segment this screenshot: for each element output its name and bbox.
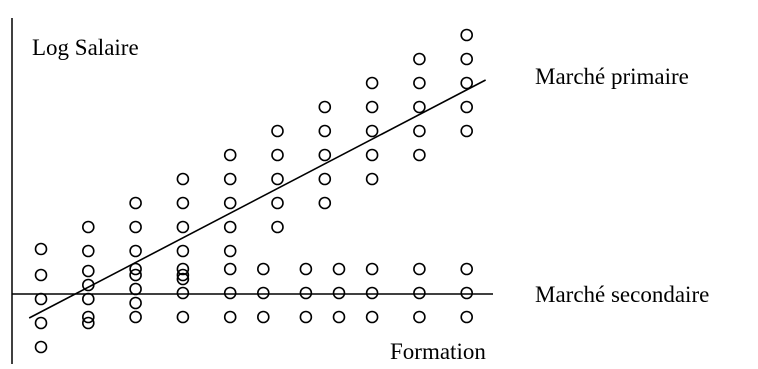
primary-point-11 xyxy=(129,196,142,210)
primary-point-13 xyxy=(129,244,142,258)
secondary-point-29 xyxy=(460,310,474,324)
primary-point-18 xyxy=(176,244,190,258)
secondary-point-11 xyxy=(223,310,237,324)
primary-point-42 xyxy=(413,100,426,114)
secondary-point-28 xyxy=(460,286,474,300)
primary-point-47 xyxy=(460,76,474,90)
primary-point-24 xyxy=(223,244,237,258)
primary-point-1 xyxy=(34,268,48,282)
primary-point-15 xyxy=(176,172,190,186)
primary-point-45 xyxy=(460,28,474,42)
primary-point-31 xyxy=(318,124,332,138)
primary-point-4 xyxy=(34,340,48,354)
primary-point-35 xyxy=(365,76,379,90)
secondary-point-16 xyxy=(299,286,313,300)
secondary-point-3 xyxy=(129,296,142,310)
series-label-primary: Marché primaire xyxy=(535,64,689,89)
secondary-point-10 xyxy=(223,286,237,300)
primary-point-30 xyxy=(318,100,332,114)
secondary-point-14 xyxy=(257,310,270,324)
primary-point-19 xyxy=(176,268,190,282)
secondary-point-22 xyxy=(365,286,379,300)
primary-point-22 xyxy=(223,196,237,210)
secondary-point-2 xyxy=(129,282,142,296)
primary-point-49 xyxy=(460,124,474,138)
secondary-point-8 xyxy=(176,310,190,324)
x-axis-label: Formation xyxy=(390,339,486,364)
secondary-point-23 xyxy=(365,310,379,324)
secondary-point-17 xyxy=(299,310,313,324)
secondary-point-18 xyxy=(332,262,346,276)
secondary-point-25 xyxy=(413,286,426,300)
secondary-point-21 xyxy=(365,262,379,276)
primary-point-3 xyxy=(34,316,48,330)
secondary-point-9 xyxy=(223,262,237,276)
primary-point-6 xyxy=(82,244,95,258)
primary-point-25 xyxy=(271,124,284,138)
primary-point-40 xyxy=(413,52,426,66)
secondary-point-20 xyxy=(332,310,346,324)
primary-point-38 xyxy=(365,148,379,162)
y-axis-label: Log Salaire xyxy=(32,35,139,60)
primary-point-0 xyxy=(34,242,48,256)
secondary-point-5 xyxy=(176,262,190,276)
primary-point-14 xyxy=(129,268,142,282)
primary-point-16 xyxy=(176,196,190,210)
primary-point-43 xyxy=(413,124,426,138)
primary-point-44 xyxy=(413,148,426,162)
primary-point-10 xyxy=(82,310,95,324)
series-label-secondary: Marché secondaire xyxy=(535,282,709,307)
secondary-point-4 xyxy=(129,310,142,324)
primary-point-48 xyxy=(460,100,474,114)
primary-point-33 xyxy=(318,172,332,186)
primary-point-12 xyxy=(129,220,142,234)
secondary-point-26 xyxy=(413,310,426,324)
primary-point-37 xyxy=(365,124,379,138)
primary-point-7 xyxy=(82,264,95,278)
trend-lines xyxy=(28,79,486,319)
primary-trend-line xyxy=(28,79,486,319)
secondary-point-1 xyxy=(129,262,142,276)
secondary-point-27 xyxy=(460,262,474,276)
primary-point-9 xyxy=(82,292,95,306)
primary-point-17 xyxy=(176,220,190,234)
primary-point-41 xyxy=(413,76,426,90)
primary-point-20 xyxy=(223,148,237,162)
primary-point-21 xyxy=(223,172,237,186)
primary-point-34 xyxy=(318,196,332,210)
secondary-point-19 xyxy=(332,286,346,300)
secondary-point-24 xyxy=(413,262,426,276)
primary-point-32 xyxy=(318,148,332,162)
primary-point-27 xyxy=(271,172,284,186)
primary-point-39 xyxy=(365,172,379,186)
primary-point-2 xyxy=(34,292,48,306)
primary-point-36 xyxy=(365,100,379,114)
secondary-point-7 xyxy=(176,286,190,300)
primary-point-28 xyxy=(271,196,284,210)
scatter-points xyxy=(34,28,474,354)
secondary-point-0 xyxy=(82,316,95,330)
primary-point-46 xyxy=(460,52,474,66)
primary-point-5 xyxy=(82,220,95,234)
secondary-point-6 xyxy=(176,272,190,286)
primary-point-26 xyxy=(271,148,284,162)
primary-point-29 xyxy=(271,220,284,234)
secondary-point-12 xyxy=(257,262,270,276)
primary-point-23 xyxy=(223,220,237,234)
secondary-point-15 xyxy=(299,262,313,276)
secondary-point-13 xyxy=(257,286,270,300)
